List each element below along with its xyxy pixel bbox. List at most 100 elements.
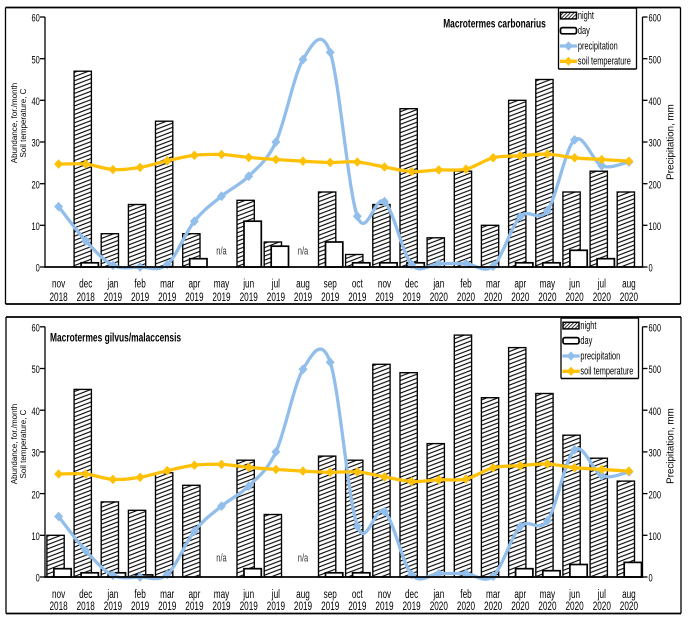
svg-text:2019: 2019 — [321, 600, 339, 613]
svg-text:mar: mar — [160, 278, 175, 291]
svg-text:jan: jan — [433, 278, 445, 291]
svg-text:nov: nov — [378, 588, 392, 601]
svg-text:2019: 2019 — [375, 600, 393, 613]
svg-text:400: 400 — [649, 406, 662, 418]
svg-text:dec: dec — [79, 278, 92, 291]
svg-text:2018: 2018 — [49, 600, 67, 613]
svg-text:apr: apr — [514, 278, 526, 291]
svg-text:2020: 2020 — [457, 291, 475, 304]
svg-text:dec: dec — [79, 588, 92, 601]
svg-text:60: 60 — [31, 322, 39, 334]
svg-text:2019: 2019 — [131, 291, 149, 304]
svg-text:600: 600 — [649, 12, 662, 24]
svg-text:600: 600 — [649, 322, 662, 334]
svg-text:2020: 2020 — [511, 291, 529, 304]
svg-text:jul: jul — [597, 278, 606, 291]
svg-text:400: 400 — [649, 96, 662, 108]
svg-text:Abundance, for./month: Abundance, for./month — [10, 404, 19, 485]
svg-text:2019: 2019 — [294, 291, 312, 304]
svg-text:jul: jul — [597, 588, 606, 601]
svg-text:2020: 2020 — [430, 291, 448, 304]
svg-text:200: 200 — [649, 489, 662, 501]
svg-text:500: 500 — [649, 54, 662, 66]
svg-text:may: may — [214, 278, 230, 291]
svg-text:0: 0 — [649, 572, 653, 584]
svg-text:2019: 2019 — [240, 291, 258, 304]
svg-text:feb: feb — [460, 588, 472, 601]
svg-text:0: 0 — [36, 572, 40, 584]
svg-text:jan: jan — [433, 588, 445, 601]
svg-text:may: may — [540, 588, 556, 601]
svg-text:2020: 2020 — [538, 291, 556, 304]
svg-text:2020: 2020 — [538, 600, 556, 613]
svg-text:30: 30 — [31, 137, 39, 149]
svg-text:2020: 2020 — [620, 291, 638, 304]
svg-text:Precipitation, mm: Precipitation, mm — [666, 408, 677, 484]
svg-text:oct: oct — [352, 588, 363, 601]
svg-text:2019: 2019 — [131, 600, 149, 613]
svg-text:2018: 2018 — [77, 600, 95, 613]
svg-text:night: night — [578, 9, 594, 21]
svg-text:aug: aug — [622, 278, 636, 291]
svg-text:2019: 2019 — [267, 600, 285, 613]
svg-text:Abundance, for./month: Abundance, for./month — [10, 83, 19, 164]
svg-text:jun: jun — [242, 588, 254, 601]
svg-text:jun: jun — [568, 588, 580, 601]
svg-text:2020: 2020 — [457, 600, 475, 613]
svg-text:500: 500 — [649, 364, 662, 376]
svg-text:nov: nov — [378, 278, 392, 291]
svg-text:60: 60 — [31, 12, 39, 24]
svg-text:2019: 2019 — [321, 291, 339, 304]
svg-text:2019: 2019 — [240, 600, 258, 613]
svg-text:2019: 2019 — [104, 291, 122, 304]
svg-text:jul: jul — [271, 278, 280, 291]
svg-text:2020: 2020 — [511, 600, 529, 613]
svg-text:20: 20 — [31, 489, 39, 501]
svg-text:2020: 2020 — [565, 291, 583, 304]
svg-text:2020: 2020 — [593, 291, 611, 304]
svg-text:Macrotermes gilvus/malaccensis: Macrotermes gilvus/malaccensis — [50, 332, 181, 345]
svg-text:feb: feb — [460, 278, 472, 291]
svg-text:dec: dec — [405, 278, 418, 291]
svg-text:2020: 2020 — [565, 600, 583, 613]
svg-text:2020: 2020 — [593, 600, 611, 613]
svg-text:2019: 2019 — [348, 291, 366, 304]
svg-text:day: day — [580, 335, 592, 347]
svg-text:feb: feb — [134, 278, 146, 291]
svg-text:Soil temperature, C: Soil temperature, C — [19, 409, 28, 478]
svg-text:dec: dec — [405, 588, 418, 601]
svg-text:2019: 2019 — [104, 600, 122, 613]
svg-text:2020: 2020 — [484, 291, 502, 304]
svg-text:300: 300 — [649, 137, 662, 149]
svg-text:n/a: n/a — [298, 552, 309, 564]
svg-text:Soil temperature, C: Soil temperature, C — [19, 88, 28, 157]
svg-text:200: 200 — [649, 179, 662, 191]
svg-text:2020: 2020 — [430, 600, 448, 613]
svg-text:sep: sep — [324, 278, 337, 291]
svg-text:may: may — [214, 588, 230, 601]
svg-text:2019: 2019 — [212, 291, 230, 304]
svg-text:n/a: n/a — [216, 552, 227, 564]
svg-text:0: 0 — [649, 262, 653, 274]
svg-text:jan: jan — [107, 278, 119, 291]
svg-text:sep: sep — [324, 588, 337, 601]
svg-text:jun: jun — [568, 278, 580, 291]
svg-text:day: day — [578, 25, 590, 37]
svg-text:2019: 2019 — [212, 600, 230, 613]
svg-text:n/a: n/a — [216, 245, 227, 257]
svg-text:soil temperature: soil temperature — [578, 55, 631, 67]
svg-text:mar: mar — [486, 588, 501, 601]
svg-text:jan: jan — [107, 588, 119, 601]
svg-text:jul: jul — [271, 588, 280, 601]
svg-text:2019: 2019 — [375, 291, 393, 304]
svg-text:30: 30 — [31, 447, 39, 459]
svg-text:2020: 2020 — [484, 600, 502, 613]
svg-text:300: 300 — [649, 447, 662, 459]
svg-text:aug: aug — [296, 278, 310, 291]
svg-text:2019: 2019 — [402, 600, 420, 613]
svg-text:2019: 2019 — [185, 291, 203, 304]
svg-text:Precipitation, mm: Precipitation, mm — [666, 104, 677, 180]
svg-text:feb: feb — [134, 588, 146, 601]
svg-text:mar: mar — [160, 588, 175, 601]
svg-text:Macrotermes carbonarius: Macrotermes carbonarius — [443, 18, 546, 31]
